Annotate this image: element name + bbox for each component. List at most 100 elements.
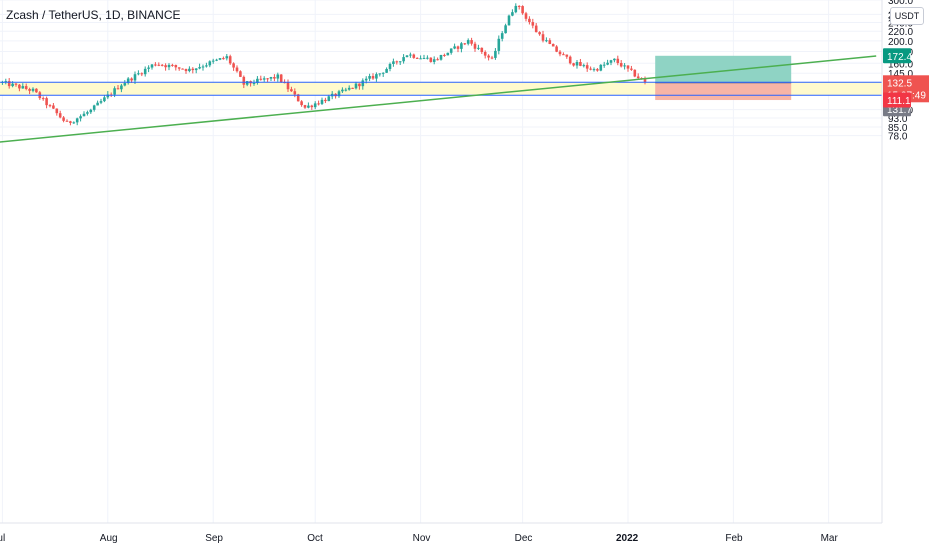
trendline xyxy=(0,55,877,143)
candle-body xyxy=(358,83,361,87)
candle-body xyxy=(504,25,507,34)
entry-price-tag-label: 131.7 xyxy=(887,105,912,116)
candle-body xyxy=(317,103,320,105)
candle-body xyxy=(320,99,324,104)
x-tick-label: Mar xyxy=(821,533,839,544)
stop-price-tag-box xyxy=(883,92,911,108)
candle-body xyxy=(592,69,596,71)
candle-body xyxy=(273,77,276,79)
candle-body xyxy=(344,89,348,91)
y-tick-label: 85.0 xyxy=(888,123,908,134)
candle-body xyxy=(55,108,59,114)
x-tick-label: Oct xyxy=(307,533,323,544)
candle-body xyxy=(303,105,307,108)
candle-body xyxy=(375,74,378,79)
candle-body xyxy=(116,88,120,90)
candle-body xyxy=(432,59,436,62)
candle-body xyxy=(11,83,14,87)
candle-body xyxy=(113,88,116,95)
candle-body xyxy=(324,99,327,102)
currency-button[interactable]: USDT xyxy=(890,7,924,25)
candle-body xyxy=(551,43,555,47)
candle-body xyxy=(225,56,229,59)
candle-body xyxy=(211,60,215,62)
candle-body xyxy=(385,68,388,73)
candle-body xyxy=(154,64,157,66)
candle-body xyxy=(494,50,497,58)
candle-body xyxy=(392,61,395,64)
candle-body xyxy=(48,105,52,107)
candle-body xyxy=(218,58,222,60)
candle-body xyxy=(205,65,208,67)
candle-body xyxy=(596,69,599,71)
candle-body xyxy=(480,47,484,53)
candle-body xyxy=(174,65,178,68)
candle-body xyxy=(269,77,273,79)
x-tick-label: 2022 xyxy=(616,533,639,544)
candle-body xyxy=(106,94,110,98)
x-tick-label: Jul xyxy=(0,533,5,544)
candle-body xyxy=(619,63,623,67)
candle-body xyxy=(137,73,140,75)
candle-body xyxy=(517,5,521,7)
candle-body xyxy=(555,46,558,52)
candle-body xyxy=(572,63,575,66)
candle-body xyxy=(409,54,412,56)
candle-body xyxy=(538,32,541,35)
candle-body xyxy=(579,62,582,66)
candle-body xyxy=(133,74,137,81)
candle-body xyxy=(364,78,368,81)
candle-body xyxy=(402,57,405,62)
candle-body xyxy=(256,78,259,84)
candle-body xyxy=(378,73,382,75)
candle-body xyxy=(123,83,127,86)
x-tick-label: Feb xyxy=(725,533,743,544)
candle-body xyxy=(143,68,147,75)
y-tick-label: 200.0 xyxy=(888,37,913,48)
candle-body xyxy=(531,22,535,26)
candle-body xyxy=(609,60,613,63)
candle-body xyxy=(89,109,93,113)
candle-body xyxy=(184,69,188,72)
candle-body xyxy=(82,113,86,117)
candle-body xyxy=(412,54,416,58)
candle-body xyxy=(96,102,99,106)
candle-body xyxy=(582,65,586,67)
candle-body xyxy=(616,58,620,64)
candle-body xyxy=(235,67,239,72)
candle-body xyxy=(347,87,351,90)
candle-body xyxy=(633,69,637,77)
x-tick-label: Aug xyxy=(100,533,118,544)
candle-body xyxy=(232,63,235,68)
candle-body xyxy=(368,76,371,79)
candle-body xyxy=(405,55,409,58)
candle-body xyxy=(177,67,181,69)
candle-body xyxy=(14,83,18,85)
candle-body xyxy=(487,55,490,58)
candle-body xyxy=(443,54,446,56)
candle-body xyxy=(120,85,123,90)
position-profit-zone xyxy=(655,55,792,83)
candle-body xyxy=(103,97,106,102)
candle-body xyxy=(422,58,426,60)
candle-body xyxy=(429,57,433,62)
candle-body xyxy=(354,83,358,89)
candle-body xyxy=(548,40,552,44)
candle-body xyxy=(286,82,290,90)
candle-body xyxy=(426,57,429,59)
candle-body xyxy=(528,18,531,23)
candle-body xyxy=(126,78,130,84)
candle-body xyxy=(337,91,341,97)
candle-body xyxy=(558,51,562,55)
candle-body xyxy=(473,43,477,49)
target-price-tag-box xyxy=(883,48,911,64)
candle-body xyxy=(21,86,25,89)
y-tick-label: 145.0 xyxy=(888,69,913,80)
candle-body xyxy=(490,57,494,59)
candle-body xyxy=(52,105,55,109)
candle-body xyxy=(222,58,225,60)
candle-body xyxy=(500,33,504,39)
candle-body xyxy=(626,65,630,69)
candle-body xyxy=(99,101,103,103)
